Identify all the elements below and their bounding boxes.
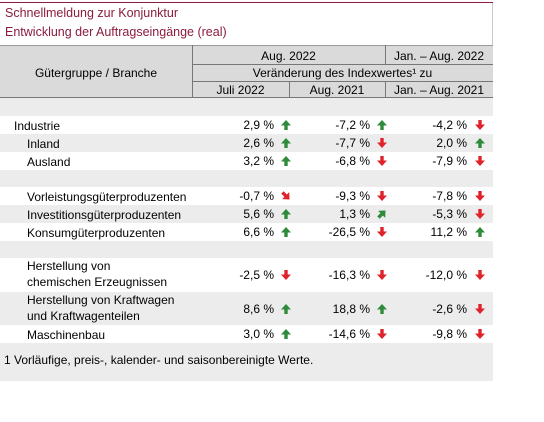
- rule: [385, 45, 386, 64]
- trend-arrow: [475, 304, 485, 314]
- cell-value: 1,3 %: [339, 207, 370, 221]
- cell-value: -7,8 %: [432, 189, 467, 203]
- row-label: Konsumgüterproduzenten: [27, 226, 166, 240]
- cell-value: 6,6 %: [243, 225, 274, 239]
- trend-arrow: [475, 138, 485, 148]
- trend-arrow: [475, 227, 485, 237]
- rule: [289, 81, 290, 98]
- trend-arrow: [475, 329, 485, 339]
- rule: [0, 97, 493, 98]
- trend-arrow: [281, 227, 291, 237]
- column-header: Juli 2022: [216, 83, 265, 97]
- cell-value: -2,5 %: [239, 268, 274, 282]
- cell-value: 5,6 %: [243, 207, 274, 221]
- trend-arrow: [281, 138, 291, 148]
- trend-arrow: [377, 120, 387, 130]
- row-label: Maschinenbau: [27, 328, 106, 342]
- trend-arrow: [281, 191, 290, 200]
- cell-value: 2,0 %: [436, 136, 467, 150]
- cell-value: -26,5 %: [328, 225, 370, 239]
- footnote: 1 Vorläufige, preis-, kalender- und sais…: [4, 353, 314, 367]
- cell-value: 2,6 %: [243, 136, 274, 150]
- trend-arrow: [377, 304, 387, 314]
- cell-value: 18,8 %: [332, 302, 370, 316]
- trend-arrow: [281, 329, 291, 339]
- trend-arrow: [281, 156, 291, 166]
- trend-arrow: [475, 156, 485, 166]
- cell-value: -2,6 %: [432, 302, 467, 316]
- row-label: Investitionsgüterproduzenten: [27, 208, 182, 222]
- row-label: Ausland: [27, 155, 71, 169]
- column-header: Aug. 2021: [309, 83, 365, 97]
- table-header: [0, 45, 493, 98]
- rule: [192, 64, 493, 65]
- cell-value: -5,3 %: [432, 207, 467, 221]
- cell-value: -0,7 %: [239, 189, 274, 203]
- title-box: [0, 3, 493, 45]
- trend-arrow: [377, 329, 387, 339]
- span-header: Veränderung des Indexwertes¹ zu: [252, 66, 433, 80]
- stub-header: Gütergruppe / Branche: [34, 66, 158, 80]
- trend-arrow: [377, 270, 387, 280]
- cell-value: -7,2 %: [335, 118, 370, 132]
- cell-value: -9,3 %: [335, 189, 370, 203]
- row-label: Vorleistungsgüterproduzenten: [27, 190, 187, 204]
- trend-arrow: [377, 227, 387, 237]
- cell-value: -7,9 %: [432, 154, 467, 168]
- top-rule: [0, 2, 493, 3]
- trend-arrow: [377, 156, 387, 166]
- row-label: und Kraftwagenteilen: [27, 309, 140, 323]
- trend-arrow: [475, 120, 485, 130]
- rule: [0, 45, 493, 46]
- subtitle: Entwicklung der Auftragseingänge (real): [5, 25, 227, 39]
- rule: [385, 81, 386, 98]
- trend-arrow: [475, 270, 485, 280]
- trend-arrow: [377, 191, 387, 201]
- row-stripe: [0, 241, 493, 258]
- row-label: Herstellung von: [27, 259, 111, 273]
- cell-value: 11,2 %: [430, 225, 467, 239]
- trend-arrow: [377, 210, 386, 219]
- trend-arrow: [281, 270, 291, 280]
- group-header: Aug. 2022: [261, 49, 316, 63]
- row-stripe: [0, 170, 493, 187]
- trend-arrow: [475, 191, 485, 201]
- cell-value: 3,2 %: [243, 154, 274, 168]
- cell-value: -12,0 %: [425, 268, 467, 282]
- footnote-band: [0, 343, 493, 381]
- row-label: Inland: [27, 137, 60, 151]
- rule: [192, 45, 193, 98]
- row-label: Industrie: [14, 119, 61, 133]
- cell-value: -14,6 %: [328, 327, 370, 341]
- cell-value: 8,6 %: [243, 302, 274, 316]
- column-header: Jan. – Aug. 2021: [393, 83, 485, 97]
- cell-value: -16,3 %: [328, 268, 370, 282]
- rule: [192, 81, 493, 82]
- row-label: chemischen Erzeugnissen: [27, 275, 168, 289]
- group-header: Jan. – Aug. 2022: [393, 49, 485, 63]
- cell-value: -7,7 %: [335, 136, 370, 150]
- row-stripe: [0, 98, 493, 116]
- trend-arrow: [377, 138, 387, 148]
- row-label: Herstellung von Kraftwagen: [27, 293, 175, 307]
- trend-arrow: [281, 120, 291, 130]
- row-stripe: [0, 134, 493, 152]
- trend-arrow: [281, 209, 291, 219]
- trend-arrow: [475, 209, 485, 219]
- trend-arrow: [281, 304, 291, 314]
- cell-value: 3,0 %: [243, 327, 274, 341]
- cell-value: -6,8 %: [335, 154, 370, 168]
- row-stripe: [0, 205, 493, 223]
- title: Schnellmeldung zur Konjunktur: [5, 6, 179, 20]
- cell-value: 2,9 %: [243, 118, 274, 132]
- row-stripe: [0, 292, 493, 325]
- cell-value: -9,8 %: [432, 327, 467, 341]
- cell-value: -4,2 %: [432, 118, 467, 132]
